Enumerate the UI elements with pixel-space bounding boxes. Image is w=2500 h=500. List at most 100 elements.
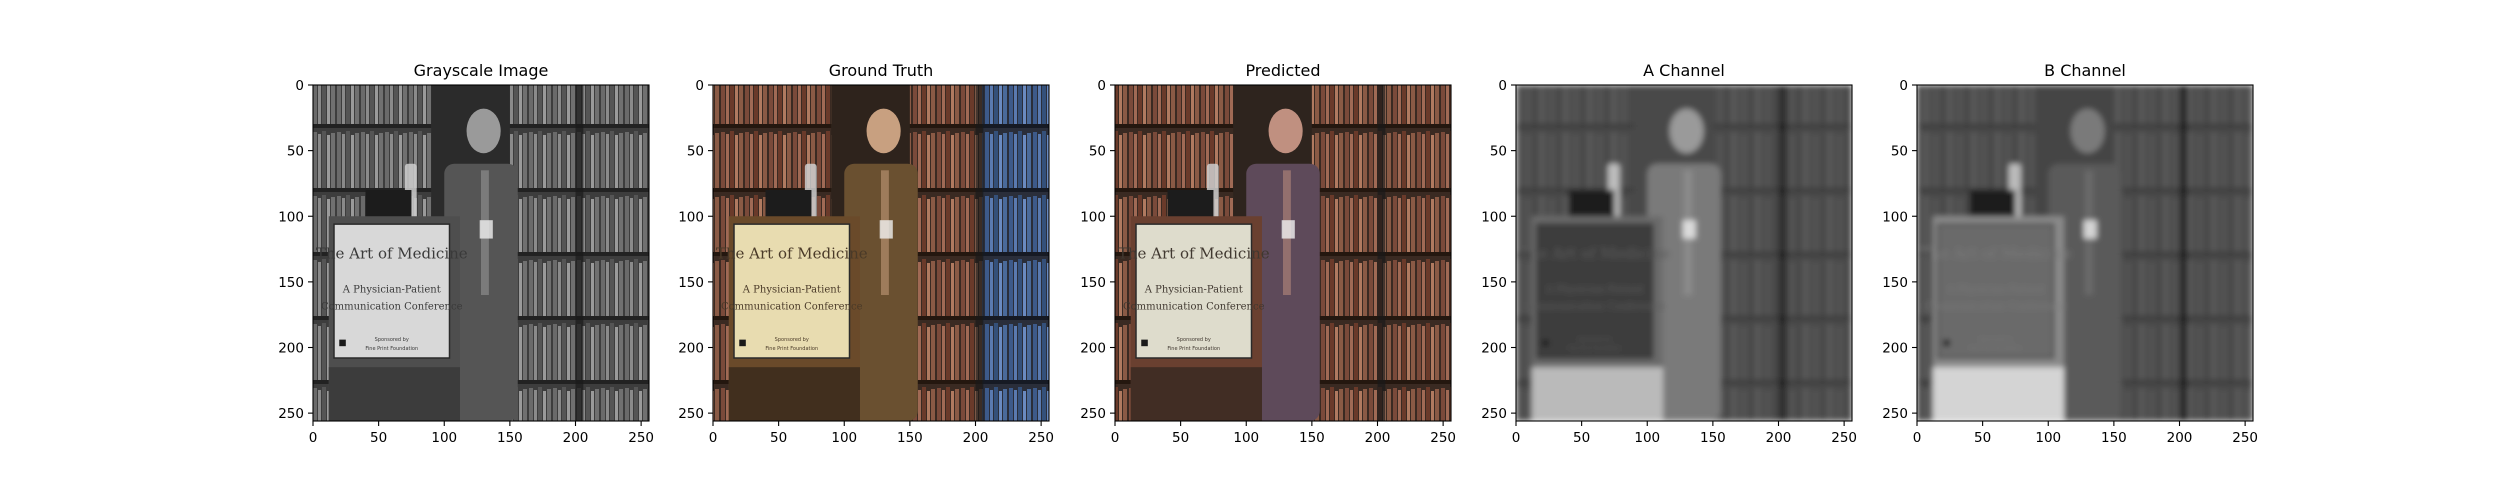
x-tick-label: 150 xyxy=(497,430,523,446)
axes-frame xyxy=(712,84,1050,422)
podium-sign: The Art of Medicine A Physician-Patient Co… xyxy=(1920,223,2072,359)
y-tick-label: 100 xyxy=(1080,209,1106,225)
sign-footer-line2: Fine Print Foundation xyxy=(1969,346,2022,352)
y-tick-label: 50 xyxy=(287,144,304,160)
x-tick-label: 200 xyxy=(2167,430,2193,446)
sign-footer-line2: Fine Print Foundation xyxy=(365,346,418,352)
x-tick-label: 100 xyxy=(2035,430,2061,446)
sign-logo xyxy=(339,339,346,347)
y-tick-label: 200 xyxy=(678,341,704,357)
x-tick-label: 0 xyxy=(1512,430,1521,446)
sign-subtitle-line2: Communication Conference xyxy=(721,301,863,312)
y-tick-label: 250 xyxy=(278,406,304,422)
y-tick-label: 0 xyxy=(695,78,704,94)
sign-subtitle-line1: A Physician-Patient xyxy=(1946,284,2045,295)
y-tick-label: 150 xyxy=(1481,275,1507,291)
x-tick-label: 150 xyxy=(897,430,923,446)
sign-footer-line1: Sponsored by xyxy=(1578,337,1612,343)
bookshelf-right xyxy=(982,85,1049,421)
y-tick-label: 100 xyxy=(278,209,304,225)
y-tick-label: 200 xyxy=(1080,341,1106,357)
bookshelf-middle xyxy=(1311,85,1385,421)
y-tick-label: 250 xyxy=(678,406,704,422)
bookshelf-right xyxy=(1785,85,1852,421)
y-tick-label: 100 xyxy=(678,209,704,225)
bookshelf-right xyxy=(2186,85,2253,421)
y-tick-label: 250 xyxy=(1882,406,1908,422)
sign-board xyxy=(1937,223,2055,359)
sign-board xyxy=(1135,223,1253,359)
x-tick-label: 50 xyxy=(370,430,387,446)
shelf-divider xyxy=(975,85,984,421)
sign-heading: The Art of Medicine xyxy=(1118,244,1270,262)
y-tick-label: 0 xyxy=(295,78,304,94)
bookshelf-middle xyxy=(1712,85,1786,421)
panel-gray: Grayscale Image The Art of Medicine A Phys… xyxy=(278,61,654,446)
name-badge xyxy=(2083,220,2097,239)
axes-frame xyxy=(1916,84,2254,422)
panel-title: Predicted xyxy=(1245,61,1320,80)
sign-footer-line2: Fine Print Foundation xyxy=(765,346,818,352)
y-tick-label: 250 xyxy=(1080,406,1106,422)
x-tick-label: 200 xyxy=(963,430,989,446)
panel-pred: Predicted The Art of Medicine A Physician-… xyxy=(1080,61,1456,446)
person-head xyxy=(866,108,901,154)
shelf-divider xyxy=(1377,85,1386,421)
x-tick-label: 200 xyxy=(1766,430,1792,446)
x-tick-label: 250 xyxy=(2232,430,2258,446)
axes-frame xyxy=(1515,84,1853,422)
y-tick-label: 50 xyxy=(1490,144,1507,160)
x-tick-label: 0 xyxy=(1111,430,1120,446)
shelf-divider xyxy=(575,85,584,421)
x-tick-label: 250 xyxy=(1028,430,1054,446)
y-tick-label: 0 xyxy=(1899,78,1908,94)
x-tick-label: 250 xyxy=(1831,430,1857,446)
podium-base xyxy=(328,367,460,421)
sign-subtitle-line2: Communication Conference xyxy=(1925,301,2067,312)
x-tick-label: 250 xyxy=(1430,430,1456,446)
y-tick-label: 200 xyxy=(278,341,304,357)
sign-footer-line1: Sponsored by xyxy=(1979,337,2013,343)
bookshelf-right xyxy=(1384,85,1451,421)
axes-frame xyxy=(1114,84,1452,422)
x-tick-label: 0 xyxy=(1913,430,1922,446)
person-head xyxy=(466,108,501,154)
person-head xyxy=(2070,108,2105,154)
y-tick-label: 50 xyxy=(687,144,704,160)
x-tick-label: 0 xyxy=(309,430,318,446)
panel-truth: Ground Truth The Art of Medicine A Physici… xyxy=(678,61,1054,446)
podium-sign: The Art of Medicine A Physician-Patient Co… xyxy=(716,223,868,359)
y-tick-label: 200 xyxy=(1882,341,1908,357)
panel-title: A Channel xyxy=(1643,61,1725,80)
axes-frame xyxy=(312,84,650,422)
x-tick-label: 100 xyxy=(831,430,857,446)
sign-board xyxy=(1536,223,1654,359)
x-tick-label: 200 xyxy=(1365,430,1391,446)
x-tick-label: 200 xyxy=(563,430,589,446)
x-tick-label: 50 xyxy=(770,430,787,446)
y-tick-label: 150 xyxy=(278,275,304,291)
podium-base xyxy=(1932,367,2064,421)
podium-sign: The Art of Medicine A Physician-Patient Co… xyxy=(1519,223,1671,359)
x-tick-label: 50 xyxy=(1172,430,1189,446)
panel-chanB: B Channel The Art of Medicine A Physician-… xyxy=(1882,61,2258,446)
panel-title: Grayscale Image xyxy=(414,61,549,80)
y-tick-label: 50 xyxy=(1089,144,1106,160)
sign-footer-line2: Fine Print Foundation xyxy=(1568,346,1621,352)
bookshelf-middle xyxy=(509,85,583,421)
bookshelf-middle xyxy=(909,85,983,421)
x-tick-label: 150 xyxy=(2101,430,2127,446)
sign-subtitle-line1: A Physician-Patient xyxy=(1545,284,1644,295)
panel-image: The Art of Medicine A Physician-Patient Co… xyxy=(1115,85,1451,421)
bookshelf-right xyxy=(582,85,649,421)
y-tick-label: 150 xyxy=(678,275,704,291)
x-tick-label: 150 xyxy=(1700,430,1726,446)
y-tick-label: 200 xyxy=(1481,341,1507,357)
sign-logo xyxy=(739,339,746,347)
sign-heading: The Art of Medicine xyxy=(316,244,468,262)
x-tick-label: 150 xyxy=(1299,430,1325,446)
sign-subtitle-line2: Communication Conference xyxy=(1123,301,1265,312)
name-badge xyxy=(479,220,493,239)
bookshelf-middle xyxy=(2113,85,2187,421)
